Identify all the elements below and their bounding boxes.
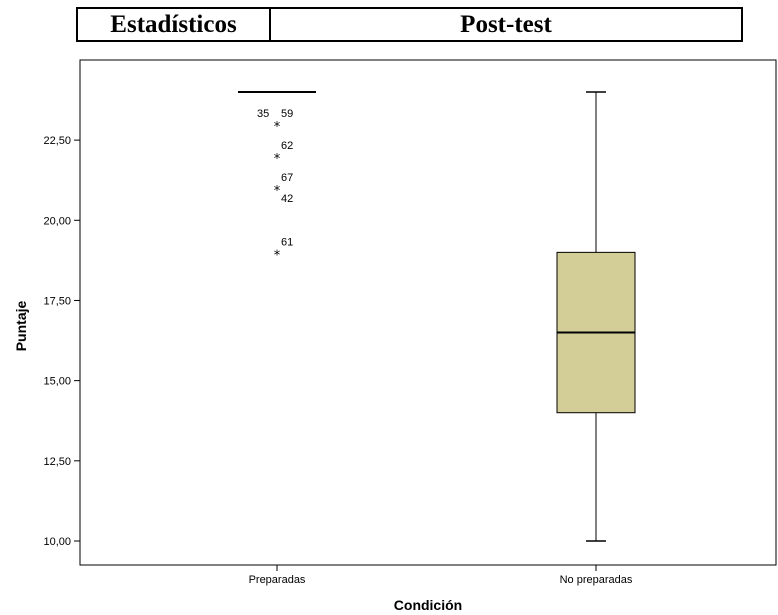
y-axis: 10,00 12,50 15,00 17,50 20,00 22,50 [43, 135, 80, 548]
y-axis-title: Puntaje [13, 301, 29, 352]
plot-area [79, 59, 777, 566]
y-tick-label: 22,50 [43, 135, 71, 147]
x-tick-label: Preparadas [249, 574, 306, 586]
outlier-label: 59 [281, 108, 293, 120]
header-estadisticos: Estadísticos [78, 9, 271, 40]
x-tick-label: No preparadas [560, 574, 633, 586]
outlier-label: 61 [281, 236, 293, 248]
outlier-marker: * [274, 184, 281, 199]
y-tick-label: 12,50 [43, 456, 71, 468]
outlier-label: 35 [257, 108, 269, 120]
outlier-label: 42 [281, 193, 293, 205]
header-table: Estadísticos Post-test [76, 7, 743, 42]
outlier-label: 62 [281, 140, 293, 152]
header-post-test: Post-test [460, 10, 552, 38]
y-tick-label: 10,00 [43, 536, 71, 548]
x-axis: Preparadas No preparadas [249, 565, 633, 586]
y-tick-label: 20,00 [43, 215, 71, 227]
outlier-marker: * [274, 152, 281, 167]
y-tick-label: 17,50 [43, 295, 71, 307]
outlier-marker: * [274, 120, 281, 135]
outlier-marker: * [274, 248, 281, 263]
box-group [556, 91, 636, 542]
outlier-label: 67 [281, 172, 293, 184]
y-tick-label: 15,00 [43, 376, 71, 388]
x-axis-title: Condición [394, 597, 462, 613]
